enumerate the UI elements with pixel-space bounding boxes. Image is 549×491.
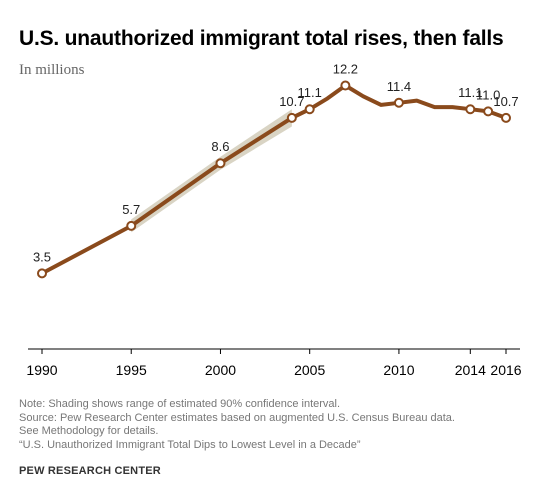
source-text: Source: Pew Research Center estimates ba… xyxy=(19,411,455,424)
data-point xyxy=(286,112,297,123)
data-point xyxy=(37,268,47,279)
data-point xyxy=(126,220,137,231)
x-tick-label: 1995 xyxy=(116,362,147,378)
x-tick-label: 2005 xyxy=(294,362,325,378)
data-label: 11.4 xyxy=(387,79,411,94)
brand-logo-text: PEW RESEARCH CENTER xyxy=(19,465,161,477)
data-point xyxy=(483,106,494,117)
data-point xyxy=(393,97,404,108)
series-line xyxy=(40,83,508,276)
line-chart: 1990 1995 2000 2005 2010 2014 2016 3.5 5.7 8.6 10.… xyxy=(26,61,521,378)
data-label: 11.1 xyxy=(298,85,322,100)
data-label: 10.7 xyxy=(279,94,304,109)
data-point xyxy=(465,104,476,115)
chart-subtitle: In millions xyxy=(19,62,85,78)
data-point xyxy=(304,104,315,115)
data-label: 5.7 xyxy=(122,202,140,217)
chart-title: U.S. unauthorized immigrant total rises,… xyxy=(19,27,504,50)
data-label: 8.6 xyxy=(211,139,229,154)
data-label: 11.0 xyxy=(476,87,500,102)
methodology-text: See Methodology for details. xyxy=(19,425,159,437)
data-point xyxy=(501,112,511,123)
data-point xyxy=(340,80,351,91)
data-label: 3.5 xyxy=(33,249,51,264)
chart-notes: Note: Shading shows range of estimated 9… xyxy=(19,398,539,452)
data-label: 10.7 xyxy=(493,94,518,109)
x-tick-label: 1990 xyxy=(26,362,57,378)
report-title-text: “U.S. Unauthorized Immigrant Total Dips … xyxy=(19,438,361,451)
data-point xyxy=(215,158,226,169)
data-label: 12.2 xyxy=(333,61,358,76)
x-tick-label: 2014 xyxy=(455,362,486,378)
data-label: 11.1 xyxy=(458,85,482,100)
x-tick-label: 2000 xyxy=(205,362,236,378)
x-tick-label: 2016 xyxy=(490,362,521,378)
note-text: Note: Shading shows range of estimated 9… xyxy=(19,398,341,410)
x-tick-label: 2010 xyxy=(383,362,414,378)
